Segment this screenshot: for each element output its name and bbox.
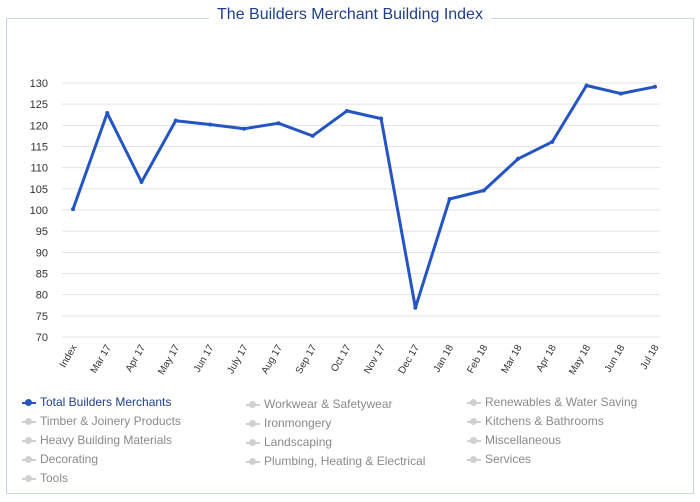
data-point[interactable] bbox=[413, 305, 418, 310]
data-point[interactable] bbox=[207, 122, 212, 127]
x-tick-label: May 18 bbox=[567, 343, 593, 377]
series-group bbox=[71, 83, 657, 310]
data-point[interactable] bbox=[584, 83, 589, 88]
data-point[interactable] bbox=[276, 121, 281, 126]
x-tick-label: Mar 17 bbox=[89, 343, 114, 376]
chart-title-wrap: The Builders Merchant Building Index bbox=[0, 6, 700, 24]
y-tick-label: 100 bbox=[30, 205, 48, 217]
legend-label: Plumbing, Heating & Electrical bbox=[264, 454, 426, 468]
y-tick-label: 125 bbox=[30, 99, 48, 111]
x-tick-label: Apr 17 bbox=[124, 343, 148, 374]
legend-item[interactable]: Workwear & Safetywear bbox=[246, 396, 393, 412]
legend-label: Renewables & Water Saving bbox=[485, 395, 638, 409]
legend-item[interactable]: Tools bbox=[22, 470, 68, 486]
data-point[interactable] bbox=[139, 180, 144, 185]
legend-symbol-icon bbox=[467, 398, 481, 408]
legend-symbol-icon bbox=[467, 417, 481, 427]
legend-symbol-icon bbox=[22, 417, 36, 427]
legend-item[interactable]: Miscellaneous bbox=[467, 432, 561, 448]
y-tick-label: 115 bbox=[30, 142, 48, 154]
x-tick-label: Nov 17 bbox=[362, 343, 388, 376]
legend-item[interactable]: Heavy Building Materials bbox=[22, 432, 172, 448]
y-tick-label: 90 bbox=[36, 247, 48, 259]
y-tick-label: 70 bbox=[36, 332, 48, 344]
legend-symbol-icon bbox=[22, 455, 36, 465]
y-tick-label: 80 bbox=[36, 290, 48, 302]
legend-label: Landscaping bbox=[264, 435, 333, 449]
legend-symbol-icon bbox=[246, 438, 260, 448]
x-tick-label: Oct 17 bbox=[329, 343, 353, 374]
chart-title: The Builders Merchant Building Index bbox=[209, 6, 491, 24]
x-tick-label: Jan 18 bbox=[432, 343, 457, 375]
data-point[interactable] bbox=[447, 196, 452, 201]
y-tick-label: 75 bbox=[36, 311, 48, 323]
x-tick-label: Jun 17 bbox=[192, 343, 217, 375]
y-tick-label: 130 bbox=[30, 78, 48, 90]
data-point[interactable] bbox=[481, 188, 486, 193]
legend-symbol-icon bbox=[22, 398, 36, 408]
x-tick-label: Jun 18 bbox=[603, 343, 628, 375]
data-point[interactable] bbox=[242, 126, 247, 131]
legend-label: Timber & Joinery Products bbox=[40, 414, 181, 428]
x-tick-label: Dec 17 bbox=[397, 343, 423, 376]
x-tick-label: Feb 18 bbox=[465, 343, 490, 376]
legend-label: Decorating bbox=[40, 452, 99, 466]
x-tick-label: Sep 17 bbox=[294, 343, 320, 376]
legend-symbol-icon bbox=[467, 455, 481, 465]
legend-label: Services bbox=[485, 452, 532, 466]
legend-item[interactable]: Timber & Joinery Products bbox=[22, 413, 181, 429]
data-point[interactable] bbox=[310, 133, 315, 138]
y-tick-label: 110 bbox=[30, 163, 48, 175]
data-point[interactable] bbox=[173, 118, 178, 123]
data-point[interactable] bbox=[550, 139, 555, 144]
data-point[interactable] bbox=[379, 116, 384, 121]
data-point[interactable] bbox=[344, 108, 349, 113]
x-tick-label: Index bbox=[58, 343, 80, 370]
y-tick-label: 120 bbox=[30, 120, 48, 132]
legend-label: Total Builders Merchants bbox=[40, 395, 172, 409]
x-tick-label: Aug 17 bbox=[260, 343, 286, 376]
legend-symbol-icon bbox=[246, 419, 260, 429]
legend-item[interactable]: Plumbing, Heating & Electrical bbox=[246, 453, 425, 469]
legend-symbol-icon bbox=[467, 436, 481, 446]
y-tick-label: 85 bbox=[36, 269, 48, 281]
data-point[interactable] bbox=[105, 111, 110, 116]
x-tick-labels: Index Mar 17 Apr 17 May 17 Jun 17 July 17 Aug … bbox=[58, 343, 662, 377]
legend-label: Workwear & Safetywear bbox=[264, 397, 393, 411]
legend-label: Miscellaneous bbox=[485, 433, 562, 447]
x-tick-label: Apr 18 bbox=[535, 343, 559, 374]
y-tick-label: 105 bbox=[30, 184, 48, 196]
x-tick-label: Jul 18 bbox=[639, 343, 662, 372]
legend-label: Heavy Building Materials bbox=[40, 433, 173, 447]
legend-label: Kitchens & Bathrooms bbox=[485, 414, 604, 428]
legend-item[interactable]: Total Builders Merchants bbox=[22, 394, 171, 410]
data-point[interactable] bbox=[618, 91, 623, 96]
data-point[interactable] bbox=[71, 207, 75, 212]
legend-symbol-icon bbox=[246, 400, 260, 410]
legend-item[interactable]: Ironmongery bbox=[246, 415, 331, 431]
legend-symbol-icon bbox=[246, 457, 260, 467]
legend-label: Ironmongery bbox=[264, 416, 332, 430]
legend-item[interactable]: Services bbox=[467, 451, 531, 467]
y-tick-label: 95 bbox=[36, 226, 48, 238]
x-tick-label: Mar 18 bbox=[500, 343, 525, 376]
grid-lines bbox=[62, 82, 660, 338]
data-point[interactable] bbox=[653, 84, 657, 89]
legend-symbol-icon bbox=[22, 474, 36, 484]
x-tick-label: July 17 bbox=[225, 343, 251, 376]
series-line bbox=[71, 84, 657, 310]
legend-item[interactable]: Kitchens & Bathrooms bbox=[467, 413, 604, 429]
y-tick-labels: 70 75 80 85 90 95 100 105 110 115 120 125 130 bbox=[30, 78, 48, 344]
legend-item[interactable]: Landscaping bbox=[246, 434, 332, 450]
legend-item[interactable]: Decorating bbox=[22, 451, 98, 467]
legend-symbol-icon bbox=[22, 436, 36, 446]
data-point[interactable] bbox=[516, 156, 521, 161]
legend-label: Tools bbox=[40, 471, 69, 485]
x-tick-label: May 17 bbox=[156, 343, 182, 377]
legend-item[interactable]: Renewables & Water Saving bbox=[467, 394, 637, 410]
